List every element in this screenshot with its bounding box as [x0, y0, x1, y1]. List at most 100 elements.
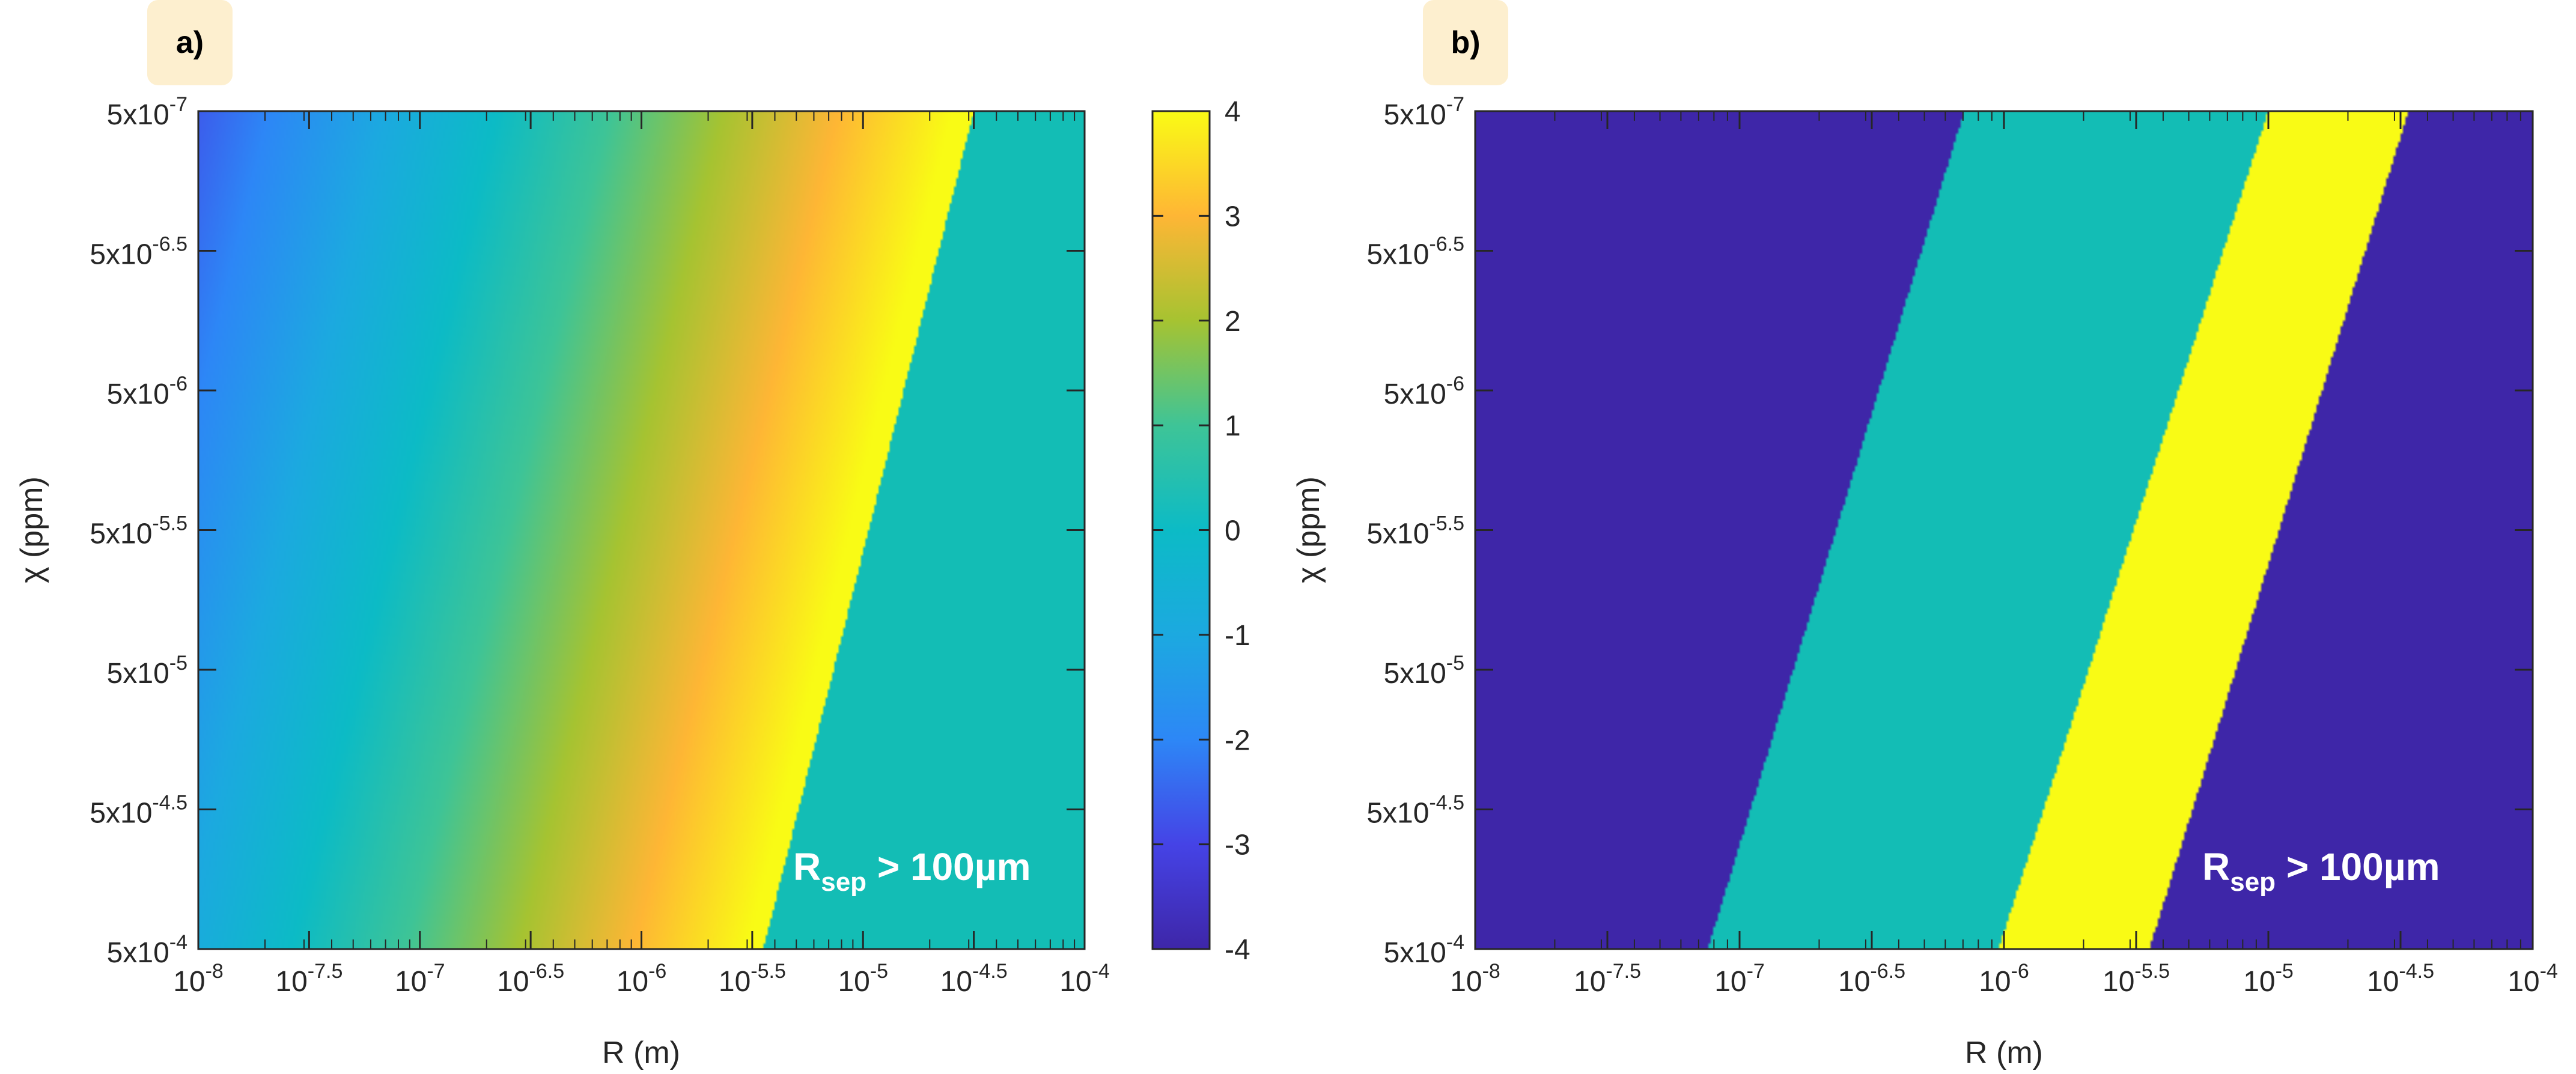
panel-b-heatmap: [1475, 111, 2533, 949]
tick-exponent: -4: [2540, 960, 2558, 983]
colorbar: 4 3 2 1 0 -1 -2 -3 -4: [1151, 96, 1250, 966]
tick-base: 5x10: [90, 239, 152, 271]
panel-a-y-tick-label: 5x10-6.5: [90, 233, 187, 271]
tick-base: 10: [1838, 966, 1870, 998]
panel-a-badge-bg: [147, 0, 233, 85]
tick-exponent: -5.5: [751, 960, 786, 983]
tick-base: 10: [2103, 966, 2134, 998]
tick-base: 5x10: [1366, 518, 1429, 550]
panel-a-xlabel: R (m): [602, 1036, 680, 1070]
tick-base: 10: [1714, 966, 1746, 998]
tick-base: 5x10: [1384, 378, 1446, 410]
annotation-tail: > 100µm: [866, 845, 1031, 888]
panel-b-x-tick-label: 10-5: [2243, 960, 2294, 998]
annotation-tail: > 100µm: [2276, 845, 2440, 888]
panel-a-x-tick-label: 10-7: [395, 960, 445, 998]
panel-b-x-tick-label: 10-5.5: [2103, 960, 2170, 998]
tick-exponent: -5.5: [1429, 512, 1464, 535]
tick-exponent: -7.5: [1606, 960, 1641, 983]
tick-exponent: -5.5: [152, 512, 187, 535]
tick-exponent: -5: [2276, 960, 2294, 983]
panel-b-y-tick-label: 5x10-5.5: [1366, 512, 1464, 550]
panel-a-badge: a): [147, 0, 233, 85]
tick-base: 10: [275, 966, 307, 998]
tick-exponent: -8: [206, 960, 224, 983]
tick-base: 10: [1574, 966, 1606, 998]
annotation-r: R: [2202, 845, 2230, 888]
tick-base: 10: [497, 966, 529, 998]
tick-base: 5x10: [107, 937, 169, 969]
tick-base: 10: [1979, 966, 2011, 998]
tick-exponent: -8: [1482, 960, 1500, 983]
panel-b-y-tick-label: 5x10-5: [1384, 652, 1464, 690]
panel-a-y-tick-label: 5x10-6: [107, 372, 187, 410]
panel-b-ticks: 10-8 10-7.5 10-7 10-6.5 10-6 10-5.5 10-5 10-4.5…: [1366, 93, 2558, 998]
colorbar-tick-label: -4: [1225, 934, 1250, 966]
tick-exponent: -5: [1446, 652, 1464, 675]
tick-exponent: -5: [169, 652, 187, 675]
tick-base: 10: [940, 966, 972, 998]
colorbar-ticks: 4 3 2 1 0 -1 -2 -3 -4: [1153, 96, 1250, 966]
colorbar-tick-label: -2: [1225, 724, 1250, 756]
panel-a-plot: 10-8 10-7.5 10-7 10-6.5 10-6 10-5.5 10-5 10-4.5…: [14, 93, 1110, 1070]
panel-a-y-tick-label: 5x10-5: [107, 652, 187, 690]
tick-base: 10: [395, 966, 427, 998]
panel-a-x-tick-label: 10-8: [173, 960, 224, 998]
panel-b-x-tick-label: 10-8: [1450, 960, 1500, 998]
colorbar-tick-label: 4: [1225, 96, 1241, 128]
tick-exponent: -5.5: [2134, 960, 2170, 983]
tick-exponent: -7: [1446, 93, 1464, 116]
tick-exponent: -7.5: [308, 960, 343, 983]
tick-exponent: -4: [1446, 931, 1464, 954]
tick-base: 5x10: [1384, 99, 1446, 131]
panel-b-x-tick-label: 10-7: [1714, 960, 1765, 998]
panel-b-x-tick-label: 10-4: [2507, 960, 2558, 998]
panel-a-heatmap: [198, 111, 1085, 949]
annotation-r: R: [793, 845, 821, 888]
tick-exponent: -4.5: [2399, 960, 2434, 983]
panel-b-x-tick-label: 10-6.5: [1838, 960, 1905, 998]
tick-base: 5x10: [90, 518, 152, 550]
panel-a-annotation: Rsep > 100µm: [793, 845, 1031, 897]
panel-a-x-tick-label: 10-5: [838, 960, 888, 998]
tick-base: 10: [838, 966, 869, 998]
tick-base: 5x10: [1384, 937, 1446, 969]
tick-base: 5x10: [1366, 239, 1429, 271]
panel-a-y-tick-label: 5x10-4: [107, 931, 187, 969]
tick-base: 10: [719, 966, 751, 998]
colorbar-tick-label: 3: [1225, 201, 1241, 232]
tick-base: 10: [1450, 966, 1482, 998]
panel-b-badge: b): [1423, 0, 1508, 85]
panel-a-x-tick-label: 10-6.5: [497, 960, 564, 998]
panel-b-y-tick-label: 5x10-4.5: [1366, 792, 1464, 830]
panel-b-y-tick-label: 5x10-6.5: [1366, 233, 1464, 271]
tick-exponent: -6.5: [1429, 233, 1464, 256]
tick-exponent: -6: [648, 960, 666, 983]
annotation-sub: sep: [821, 867, 866, 897]
colorbar-tick-label: -3: [1225, 830, 1250, 861]
tick-exponent: -6: [1446, 372, 1464, 395]
panel-b-y-tick-label: 5x10-7: [1384, 93, 1464, 131]
panel-b-x-tick-label: 10-6: [1979, 960, 2029, 998]
panel-b-y-tick-label: 5x10-6: [1384, 372, 1464, 410]
panel-a-x-tick-label: 10-6: [617, 960, 667, 998]
colorbar-tick-label: 0: [1225, 515, 1241, 547]
colorbar-tick-label: 2: [1225, 306, 1241, 338]
tick-base: 5x10: [1366, 798, 1429, 830]
panel-b-x-tick-label: 10-4.5: [2367, 960, 2434, 998]
panel-a-y-tick-label: 5x10-5.5: [90, 512, 187, 550]
panel-b-plot: 10-8 10-7.5 10-7 10-6.5 10-6 10-5.5 10-5 10-4.5…: [1291, 93, 2558, 1070]
tick-exponent: -6.5: [529, 960, 565, 983]
panel-b-x-tick-label: 10-7.5: [1574, 960, 1641, 998]
tick-base: 5x10: [1384, 658, 1446, 690]
tick-exponent: -4.5: [972, 960, 1008, 983]
tick-exponent: -6: [169, 372, 187, 395]
panel-a-x-tick-label: 10-4: [1059, 960, 1110, 998]
tick-exponent: -6: [2011, 960, 2029, 983]
colorbar-tick-label: -1: [1225, 620, 1250, 652]
panel-a-label: a): [176, 25, 204, 60]
tick-exponent: -7: [427, 960, 445, 983]
tick-base: 10: [2243, 966, 2275, 998]
tick-exponent: -4.5: [1429, 792, 1464, 815]
